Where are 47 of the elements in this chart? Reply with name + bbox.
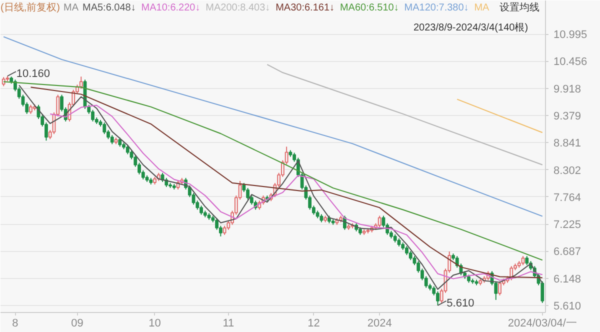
text: MA30:6.161↓ [276, 2, 335, 14]
text: MA200:8.403↓ [206, 2, 270, 14]
y-tick-label: 8.841 [554, 138, 582, 150]
x-tick-label: 2024/03/04/一 [508, 318, 577, 330]
x-tick-label: 8 [12, 318, 18, 330]
candlestick [408, 250, 412, 261]
x-tick-label: 11 [222, 318, 234, 330]
candlestick [79, 76, 83, 90]
candlestick [222, 225, 226, 236]
line-series [266, 64, 543, 166]
y-tick-label: 7.764 [554, 192, 582, 204]
annotation: 10.160 [16, 68, 50, 80]
text: MA120:7.380↓ [404, 2, 469, 14]
candlestick [29, 104, 32, 114]
y-tick-label: 9.379 [554, 110, 582, 122]
y-tick-label: 8.302 [554, 164, 582, 177]
annotation: 设置均线 [500, 2, 540, 14]
x-tick-label: 12 [308, 318, 320, 330]
x-tick-label: 10 [148, 318, 161, 330]
candlestick [436, 290, 440, 306]
x-tick-label: 2024 [367, 318, 392, 330]
y-tick-label: 9.918 [554, 83, 582, 96]
y-tick-label: 10.995 [554, 29, 588, 42]
line-series [3, 36, 543, 217]
line-series [3, 81, 543, 261]
candlestick [102, 122, 106, 135]
candlestick [405, 245, 408, 256]
candlestick [521, 256, 525, 266]
y-tick-label: 10.456 [554, 56, 588, 68]
y-tick-label: 6.687 [554, 246, 582, 258]
y-tick-label: 6.148 [554, 273, 582, 286]
candlestick [378, 215, 382, 228]
candlestick [91, 109, 94, 122]
annotation: 5.610 [446, 297, 474, 310]
annotation: 2023/8/9-2024/3/4(140根) [414, 22, 528, 34]
chart-title: (日线,前复权) [0, 2, 60, 14]
legend-title: MA [64, 2, 79, 14]
y-tick-label: 7.225 [554, 219, 582, 232]
x-tick-label: 09 [71, 318, 84, 330]
text: MA10:6.220↓ [141, 2, 200, 14]
y-tick-label: 5.610 [554, 300, 582, 312]
candlestick [118, 137, 122, 148]
text: MA [474, 2, 490, 14]
candlestick [525, 256, 529, 266]
text: MA60:6.510↓ [340, 2, 399, 14]
candlestick [498, 280, 502, 296]
text: MA5:6.048↓ [82, 2, 136, 14]
